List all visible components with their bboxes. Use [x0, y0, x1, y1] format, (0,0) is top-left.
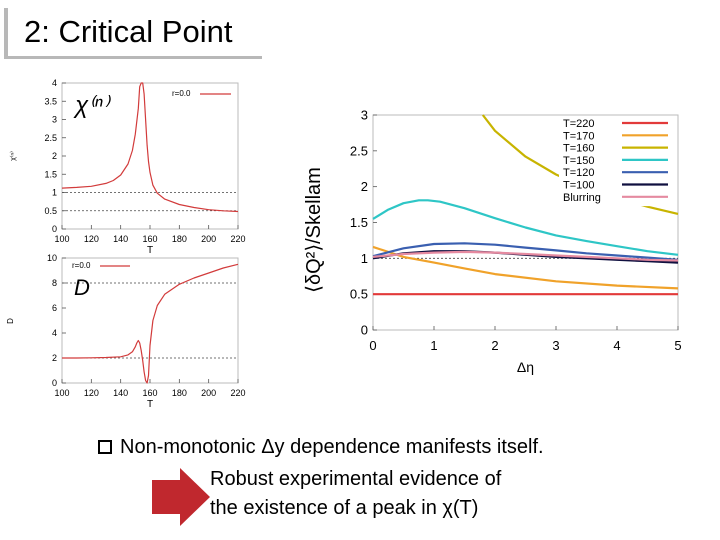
bullet-text: Non-monotonic Δy dependence manifests it… — [98, 436, 544, 459]
c2-series-line-3 — [372, 199, 679, 256]
page-title: 2: Critical Point — [24, 14, 233, 49]
c2-x-tick-label-4: 4 — [613, 338, 620, 353]
c2-series-line-6 — [372, 250, 679, 262]
title-bar-left — [4, 8, 8, 58]
c1-y-tick-label-4: 8 — [52, 278, 57, 288]
c0-y-tick-label-3: 1.5 — [44, 169, 57, 179]
c2-legend-label-2: T=160 — [563, 143, 595, 155]
bullet-marker — [98, 440, 112, 454]
c0-x-tick-label-4: 180 — [172, 234, 187, 244]
c0-x-tick-label-3: 160 — [142, 234, 157, 244]
c2-x-axis-label: Δη — [517, 359, 534, 375]
c2-y-tick-label-4: 2 — [361, 179, 368, 194]
c1-x-tick-label-4: 180 — [172, 388, 187, 398]
c2-x-tick-label-5: 5 — [674, 338, 681, 353]
evidence-line: Robust experimental evidence of — [210, 468, 502, 490]
c2-legend-label-1: T=170 — [563, 130, 595, 142]
c2-legend-label-0: T=220 — [563, 118, 595, 130]
c2-series-line-4 — [372, 242, 679, 261]
c1-legend-label: r=0.0 — [72, 261, 91, 270]
c1-x-tick-label-0: 100 — [54, 388, 69, 398]
c2-y-tick-label-0: 0 — [361, 323, 368, 338]
title-frame: 2: Critical Point — [4, 8, 262, 59]
c2-x-tick-label-0: 0 — [369, 338, 376, 353]
c1-x-tick-label-6: 220 — [230, 388, 245, 398]
c2-legend-label-6: Blurring — [563, 192, 601, 204]
c0-x-tick-label-0: 100 — [54, 234, 69, 244]
c2-x-tick-label-3: 3 — [552, 338, 559, 353]
chi-symbol: χ — [442, 497, 453, 519]
c1-series-line-0 — [62, 263, 239, 384]
c0-y-tick-label-1: 0.5 — [44, 206, 57, 216]
title-underline — [4, 56, 262, 59]
c0-inset-label: χ⁽ⁿ⁾ — [73, 92, 111, 119]
c0-y-tick-label-4: 2 — [52, 151, 57, 161]
c1-x-tick-label-5: 200 — [201, 388, 216, 398]
c1-inset-label: D — [74, 275, 90, 300]
right-arrow-shape — [152, 468, 210, 526]
c2-y-axis-label: ⟨δQ²⟩/Skellam — [303, 167, 325, 293]
c0-series-line-0 — [61, 82, 239, 213]
c2-series-line-1 — [372, 245, 679, 290]
c1-y-tick-label-5: 10 — [47, 253, 57, 263]
c0-y-tick-label-5: 2.5 — [44, 133, 57, 143]
c1-y-axis-label: D — [6, 318, 15, 324]
bullet-prefix: Non-monotonic — [120, 436, 262, 458]
c2-y-tick-label-3: 1.5 — [350, 215, 368, 230]
c0-y-tick-label-6: 3 — [52, 115, 57, 125]
c2-legend-label-3: T=150 — [563, 155, 595, 167]
c1-y-tick-label-3: 6 — [52, 303, 57, 313]
c2-y-tick-label-1: 0.5 — [350, 287, 368, 302]
peak-line-suffix: (T) — [452, 497, 479, 519]
c1-y-tick-label-2: 4 — [52, 328, 57, 338]
c2-x-tick-label-2: 2 — [491, 338, 498, 353]
c2-y-tick-label-6: 3 — [361, 108, 368, 123]
c0-y-tick-label-2: 1 — [52, 188, 57, 198]
right-arrow-icon — [152, 468, 210, 526]
c0-y-tick-label-7: 3.5 — [44, 96, 57, 106]
c2-legend-label-4: T=120 — [563, 167, 595, 179]
delta-y-symbol: Δy — [261, 436, 285, 458]
c0-x-tick-label-6: 220 — [230, 234, 245, 244]
c2-y-tick-label-5: 2.5 — [350, 143, 368, 158]
c1-y-tick-label-1: 2 — [52, 353, 57, 363]
c0-legend-label: r=0.0 — [172, 89, 191, 98]
c0-y-axis-label: χ⁽ⁿ⁾ — [9, 151, 17, 161]
c1-x-tick-label-3: 160 — [142, 388, 157, 398]
c0-y-tick-label-8: 4 — [52, 78, 57, 88]
c1-y-tick-label-0: 0 — [52, 378, 57, 388]
peak-line-prefix: the existence of a peak in — [210, 497, 443, 519]
c0-x-tick-label-5: 200 — [201, 234, 216, 244]
c0-x-axis-label: T — [147, 245, 153, 256]
c0-y-tick-label-0: 0 — [52, 224, 57, 234]
c2-y-tick-label-2: 1 — [361, 251, 368, 266]
bullet-suffix: dependence manifests itself. — [284, 436, 544, 458]
c1-x-axis-label: T — [147, 399, 153, 410]
c0-x-tick-label-2: 140 — [113, 234, 128, 244]
c2-legend-label-5: T=100 — [563, 180, 595, 192]
c1-x-tick-label-2: 140 — [113, 388, 128, 398]
c2-x-tick-label-1: 1 — [430, 338, 437, 353]
c0-x-tick-label-1: 120 — [84, 234, 99, 244]
c1-x-tick-label-1: 120 — [84, 388, 99, 398]
peak-line: the existence of a peak in χ(T) — [210, 497, 478, 520]
c2-legend-box — [559, 116, 675, 207]
